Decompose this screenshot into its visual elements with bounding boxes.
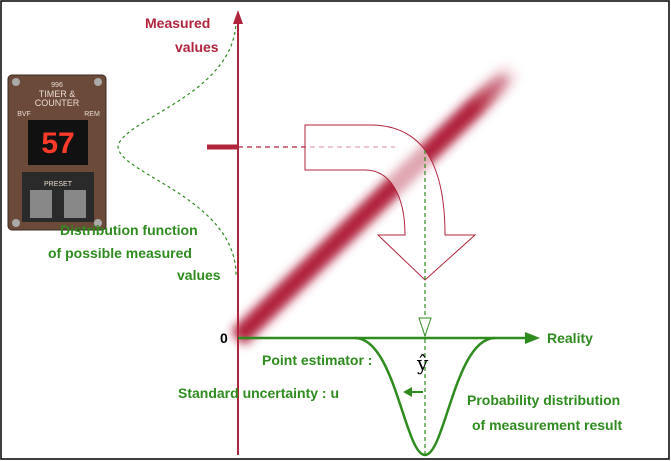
reality-band-core — [236, 76, 507, 340]
device-title: COUNTER — [35, 98, 80, 108]
x-axis-label: Reality — [547, 330, 593, 346]
device-model: 996 — [51, 82, 63, 89]
uncertainty-head — [403, 387, 412, 397]
result-distribution — [354, 336, 496, 457]
estimator-label: Point estimator : — [262, 352, 372, 368]
transfer-arrow — [304, 124, 477, 281]
uncertainty-label: Standard uncertainty : u — [178, 385, 339, 401]
y-axis-label: Measured — [145, 15, 210, 31]
device-label: REM — [84, 111, 100, 118]
device-title: TIMER & — [39, 89, 76, 99]
origin-label: 0 — [220, 330, 228, 346]
timer-device: 996 TIMER & COUNTER BVF REM 57 PRESET — [7, 74, 107, 231]
distribution-label: of possible measured — [48, 245, 192, 261]
measured-distribution — [117, 19, 237, 276]
y-axis-label: values — [175, 39, 219, 55]
distribution-label: values — [177, 267, 221, 283]
result-label: Probability distribution — [467, 392, 620, 408]
y-arrow — [233, 10, 243, 24]
device-label: PRESET — [44, 181, 73, 188]
result-label: of measurement result — [472, 417, 622, 433]
estimator-arrow — [418, 317, 432, 338]
estimator-symbol: ŷ — [416, 351, 429, 375]
device-reading: 57 — [41, 127, 74, 160]
x-arrow — [525, 332, 540, 344]
device-label: BVF — [17, 111, 31, 118]
distribution-label: Distribution function — [60, 222, 198, 238]
